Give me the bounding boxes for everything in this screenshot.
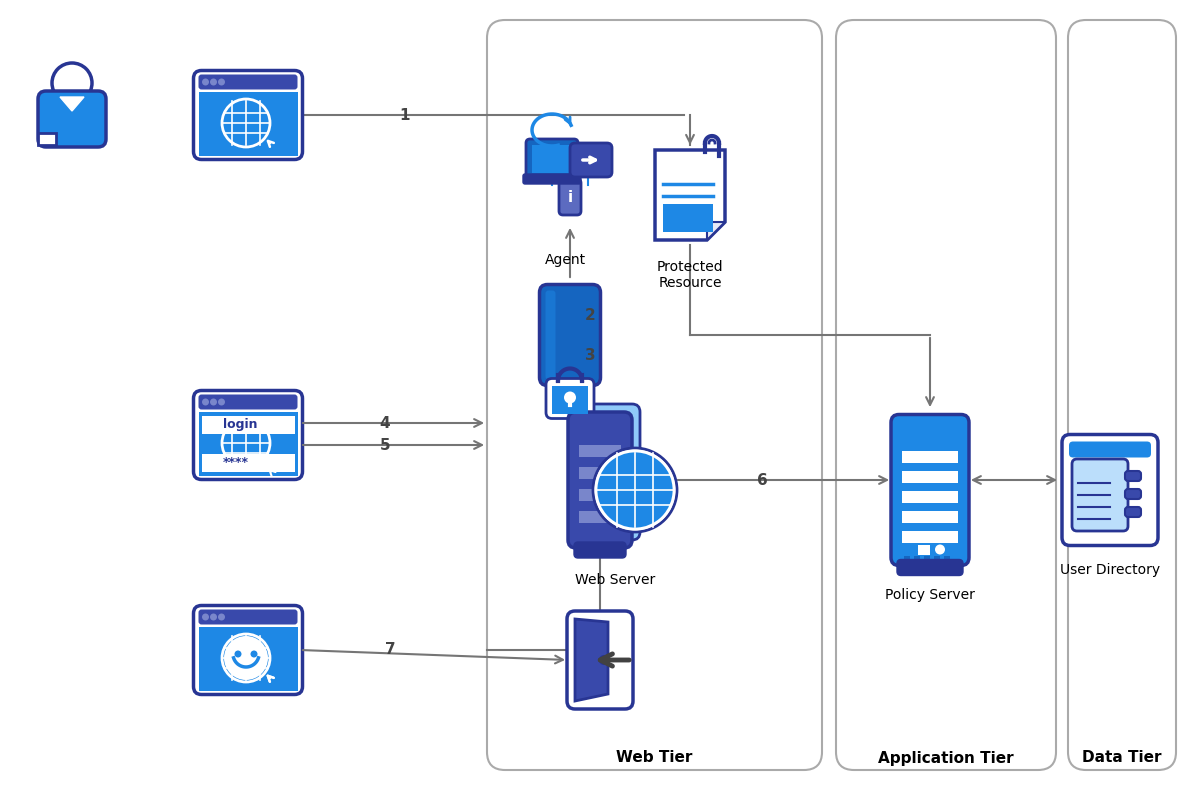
FancyBboxPatch shape (199, 75, 297, 90)
FancyBboxPatch shape (579, 467, 620, 479)
Circle shape (218, 614, 225, 620)
FancyBboxPatch shape (1125, 471, 1141, 481)
Circle shape (596, 451, 674, 529)
FancyBboxPatch shape (193, 71, 302, 160)
Text: 6: 6 (757, 472, 767, 487)
Text: Application Tier: Application Tier (879, 751, 1014, 766)
FancyBboxPatch shape (902, 530, 958, 542)
Circle shape (202, 398, 210, 405)
FancyBboxPatch shape (902, 471, 958, 482)
FancyBboxPatch shape (934, 556, 940, 560)
Circle shape (52, 63, 92, 103)
FancyBboxPatch shape (526, 139, 578, 179)
FancyBboxPatch shape (38, 133, 56, 145)
Text: User Directory: User Directory (1060, 563, 1160, 577)
Circle shape (202, 614, 210, 620)
FancyBboxPatch shape (567, 611, 633, 709)
FancyBboxPatch shape (918, 545, 929, 555)
FancyBboxPatch shape (663, 204, 713, 232)
FancyBboxPatch shape (1069, 442, 1151, 457)
Polygon shape (655, 150, 725, 240)
Text: 7: 7 (385, 642, 395, 657)
FancyBboxPatch shape (38, 91, 107, 147)
FancyBboxPatch shape (199, 91, 297, 156)
Text: 4: 4 (380, 416, 391, 430)
FancyBboxPatch shape (199, 412, 297, 475)
FancyBboxPatch shape (199, 609, 297, 625)
Text: 5: 5 (380, 438, 391, 453)
FancyBboxPatch shape (532, 145, 572, 173)
FancyBboxPatch shape (523, 174, 581, 184)
FancyBboxPatch shape (559, 179, 581, 215)
Polygon shape (575, 619, 609, 701)
Circle shape (593, 448, 677, 532)
FancyBboxPatch shape (914, 556, 920, 560)
FancyBboxPatch shape (836, 20, 1056, 770)
Text: Web Tier: Web Tier (617, 751, 693, 766)
FancyBboxPatch shape (579, 445, 620, 457)
Polygon shape (60, 97, 84, 111)
FancyBboxPatch shape (924, 556, 929, 560)
FancyBboxPatch shape (902, 490, 958, 503)
FancyBboxPatch shape (1068, 20, 1176, 770)
Circle shape (564, 391, 575, 404)
FancyBboxPatch shape (193, 390, 302, 479)
FancyBboxPatch shape (201, 453, 295, 471)
FancyBboxPatch shape (540, 284, 600, 386)
FancyBboxPatch shape (1072, 459, 1128, 531)
FancyBboxPatch shape (201, 416, 295, 434)
Text: 1: 1 (400, 108, 410, 123)
FancyBboxPatch shape (487, 20, 822, 770)
Text: Agent: Agent (545, 253, 586, 267)
FancyBboxPatch shape (575, 404, 641, 540)
FancyBboxPatch shape (568, 412, 632, 548)
Circle shape (202, 79, 210, 86)
FancyBboxPatch shape (546, 290, 555, 379)
Text: ****: **** (223, 456, 249, 469)
FancyBboxPatch shape (574, 542, 626, 558)
FancyBboxPatch shape (570, 143, 612, 177)
Circle shape (210, 79, 217, 86)
FancyBboxPatch shape (944, 556, 950, 560)
FancyBboxPatch shape (546, 379, 594, 419)
FancyBboxPatch shape (897, 560, 963, 575)
FancyBboxPatch shape (199, 394, 297, 409)
Circle shape (210, 614, 217, 620)
Circle shape (935, 545, 945, 555)
Text: Policy Server: Policy Server (886, 588, 974, 602)
FancyBboxPatch shape (892, 415, 969, 566)
Circle shape (218, 398, 225, 405)
Text: Protected
Resource: Protected Resource (657, 260, 723, 290)
FancyBboxPatch shape (1062, 434, 1158, 545)
FancyBboxPatch shape (902, 450, 958, 463)
Text: i: i (567, 190, 573, 205)
Circle shape (210, 398, 217, 405)
FancyBboxPatch shape (579, 489, 620, 501)
Text: 3: 3 (585, 348, 596, 363)
FancyBboxPatch shape (193, 605, 302, 694)
FancyBboxPatch shape (902, 511, 958, 523)
FancyBboxPatch shape (579, 511, 620, 523)
Text: Web Server: Web Server (575, 573, 655, 587)
Polygon shape (707, 222, 725, 240)
Text: 2: 2 (585, 308, 596, 323)
FancyBboxPatch shape (1125, 489, 1141, 499)
Circle shape (218, 79, 225, 86)
Circle shape (600, 656, 609, 664)
Text: login: login (223, 418, 257, 431)
Circle shape (234, 651, 242, 657)
FancyBboxPatch shape (1125, 507, 1141, 517)
Circle shape (224, 636, 268, 680)
FancyBboxPatch shape (905, 556, 910, 560)
FancyBboxPatch shape (552, 386, 588, 413)
Circle shape (251, 651, 257, 657)
Text: Data Tier: Data Tier (1082, 751, 1162, 766)
FancyBboxPatch shape (199, 626, 297, 690)
